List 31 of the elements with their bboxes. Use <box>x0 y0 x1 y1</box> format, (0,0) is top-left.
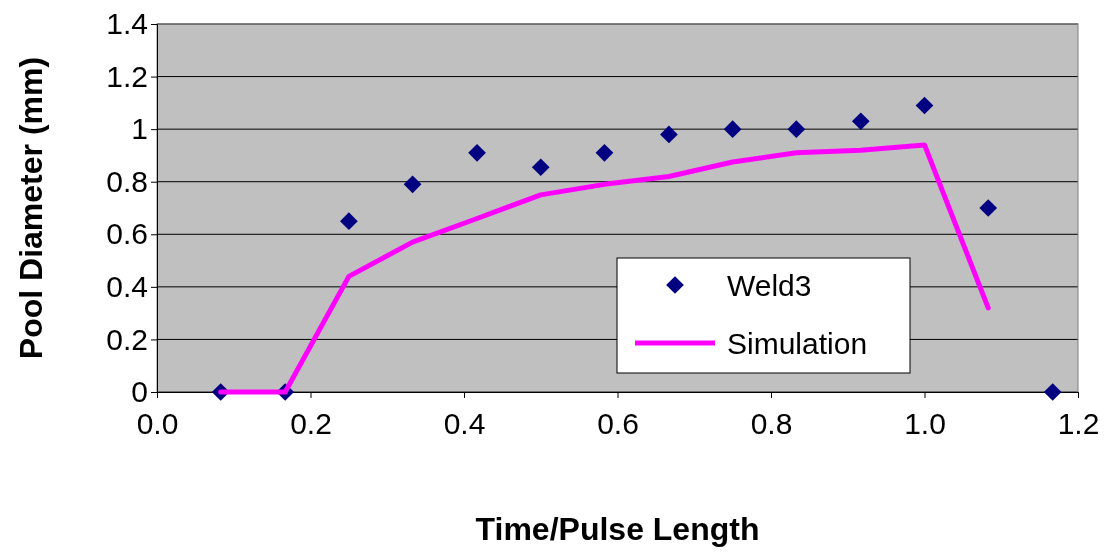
x-tick-label: 0.6 <box>597 407 639 440</box>
point <box>531 158 550 177</box>
point <box>723 120 742 138</box>
x-tick-label: 0.2 <box>290 407 332 440</box>
point <box>851 112 870 131</box>
point <box>403 175 422 194</box>
legend-label: Simulation <box>727 326 868 360</box>
y-tick-label: 1.4 <box>106 7 148 41</box>
x-tick-label: 1.0 <box>904 407 946 440</box>
y-tick-label: 1 <box>131 112 148 146</box>
y-tick-label: 1.2 <box>106 59 148 93</box>
x-tick-label: 0.8 <box>750 407 793 440</box>
point <box>660 125 678 144</box>
y-tick-label: 0.4 <box>106 269 148 303</box>
y-tick-label: 0.6 <box>106 217 148 251</box>
point <box>915 96 934 115</box>
point <box>979 199 998 217</box>
point <box>340 212 358 230</box>
x-tick-label: 1.2 <box>1057 407 1100 440</box>
y-tick-label: 0.2 <box>106 322 148 356</box>
point <box>468 143 486 162</box>
y-tick-label: 0.8 <box>106 164 148 198</box>
y-axis-title: Pool Diameter (mm) <box>13 56 49 360</box>
x-axis-title: Time/Pulse Length <box>475 511 760 547</box>
y-tick-label: 0 <box>131 375 148 409</box>
point <box>1043 383 1062 401</box>
x-tick-label: 0.0 <box>136 407 179 440</box>
point <box>787 120 806 138</box>
point <box>595 143 614 162</box>
x-tick-label: 0.4 <box>443 407 486 440</box>
legend-label: Weld3 <box>727 268 812 302</box>
